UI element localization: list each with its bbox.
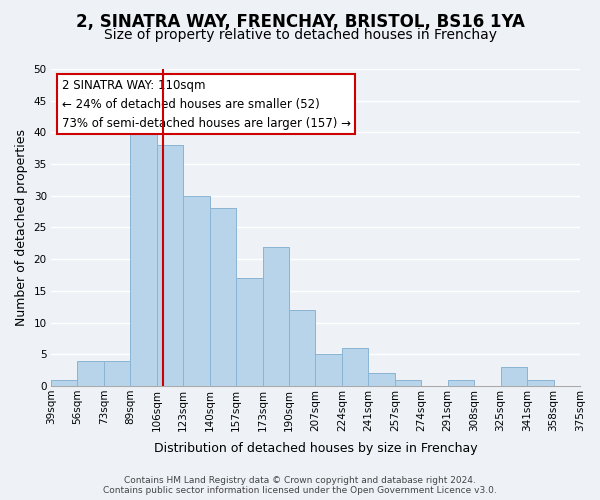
Bar <box>500 367 527 386</box>
Bar <box>183 196 209 386</box>
Text: 2, SINATRA WAY, FRENCHAY, BRISTOL, BS16 1YA: 2, SINATRA WAY, FRENCHAY, BRISTOL, BS16 … <box>76 12 524 30</box>
X-axis label: Distribution of detached houses by size in Frenchay: Distribution of detached houses by size … <box>154 442 477 455</box>
Text: Size of property relative to detached houses in Frenchay: Size of property relative to detached ho… <box>104 28 497 42</box>
Bar <box>263 246 289 386</box>
Bar <box>104 360 130 386</box>
Bar <box>527 380 554 386</box>
Bar <box>289 310 316 386</box>
Y-axis label: Number of detached properties: Number of detached properties <box>15 129 28 326</box>
Bar <box>130 126 157 386</box>
Bar <box>77 360 104 386</box>
Bar <box>209 208 236 386</box>
Bar <box>448 380 474 386</box>
Bar <box>395 380 421 386</box>
Bar <box>368 374 395 386</box>
Bar <box>236 278 263 386</box>
Bar <box>316 354 342 386</box>
Text: Contains HM Land Registry data © Crown copyright and database right 2024.
Contai: Contains HM Land Registry data © Crown c… <box>103 476 497 495</box>
Bar <box>342 348 368 386</box>
Text: 2 SINATRA WAY: 110sqm
← 24% of detached houses are smaller (52)
73% of semi-deta: 2 SINATRA WAY: 110sqm ← 24% of detached … <box>62 78 350 130</box>
Bar <box>157 145 183 386</box>
Bar <box>51 380 77 386</box>
